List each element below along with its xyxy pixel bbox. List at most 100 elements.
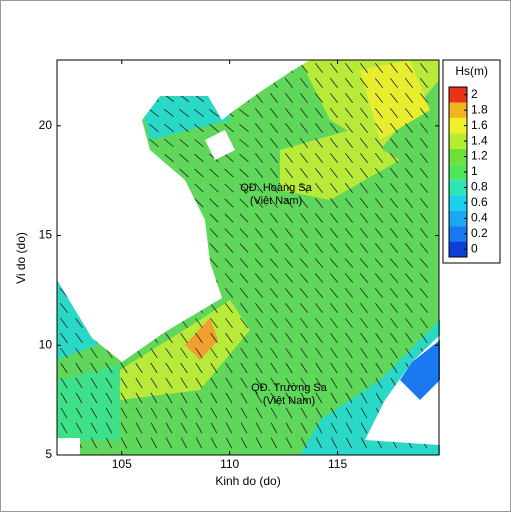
arrow — [195, 437, 203, 449]
arrow — [314, 258, 324, 268]
arrow — [344, 243, 354, 253]
arrow — [374, 168, 384, 178]
arrow — [165, 422, 173, 434]
arrow — [344, 213, 354, 223]
arrow — [209, 198, 219, 208]
arrow — [374, 183, 384, 193]
arrow — [329, 78, 339, 88]
arrow — [240, 317, 248, 329]
arrow — [314, 288, 324, 298]
arrow — [374, 123, 384, 133]
arrow — [269, 123, 279, 133]
arrow — [374, 198, 384, 208]
arrow — [180, 332, 188, 344]
arrow — [105, 407, 113, 419]
arrow — [344, 198, 354, 208]
arrow — [240, 347, 248, 359]
arrow — [299, 213, 309, 223]
arrow — [284, 168, 294, 178]
arrow — [419, 153, 429, 163]
arrow — [284, 213, 294, 223]
arrow — [404, 198, 414, 208]
arrow — [254, 228, 264, 238]
arrow — [60, 422, 68, 434]
arrow — [210, 392, 218, 404]
arrow — [224, 153, 234, 163]
arrow — [60, 317, 68, 329]
arrow — [149, 138, 159, 148]
arrow — [254, 123, 264, 133]
arrow — [284, 138, 294, 148]
arrow — [329, 213, 339, 223]
arrow — [240, 332, 248, 344]
arrow — [105, 392, 113, 404]
arrow — [179, 168, 189, 178]
arrow — [300, 377, 308, 389]
arrow — [120, 437, 128, 449]
arrow — [210, 317, 218, 329]
arrow — [225, 362, 233, 374]
colorbar-tick-label: 1 — [471, 164, 478, 178]
arrow — [314, 168, 324, 178]
arrow — [270, 362, 278, 374]
arrow — [360, 437, 368, 449]
arrow — [75, 362, 83, 374]
arrow — [269, 258, 279, 268]
arrow — [195, 347, 203, 359]
colorbar-swatch — [449, 102, 467, 118]
arrow — [165, 377, 173, 389]
arrow — [239, 168, 249, 178]
arrow — [225, 347, 233, 359]
arrow — [360, 362, 368, 374]
arrow — [390, 303, 398, 313]
arrow — [420, 332, 428, 344]
arrow — [314, 63, 324, 73]
arrow — [329, 228, 339, 238]
arrow — [270, 437, 278, 449]
colorbar-swatch — [449, 210, 467, 227]
arrow — [210, 437, 218, 449]
arrow — [75, 332, 83, 344]
arrow — [299, 183, 309, 193]
arrow — [404, 123, 414, 133]
arrow — [314, 273, 324, 283]
y-axis-label: Vi do (do) — [14, 232, 28, 284]
arrow — [225, 392, 233, 404]
arrow — [239, 153, 249, 163]
arrow — [180, 347, 188, 359]
arrow — [344, 168, 354, 178]
arrow — [284, 198, 294, 208]
arrow — [285, 303, 293, 313]
arrow — [165, 332, 173, 344]
arrow — [179, 138, 189, 148]
arrow — [329, 138, 339, 148]
arrow — [390, 362, 398, 374]
y-tick-label: 20 — [39, 118, 53, 132]
arrow — [210, 362, 218, 374]
arrow — [299, 93, 309, 103]
arrow — [255, 332, 263, 344]
arrow — [375, 303, 383, 313]
arrow — [285, 407, 293, 419]
arrow — [194, 168, 204, 178]
arrow — [225, 422, 233, 434]
arrow — [344, 93, 354, 103]
arrow — [105, 362, 113, 374]
arrow — [285, 332, 293, 344]
arrow — [345, 347, 353, 359]
arrow — [60, 303, 68, 313]
arrow — [59, 288, 69, 298]
arrow — [254, 138, 264, 148]
arrow — [240, 407, 248, 419]
arrow — [254, 243, 264, 253]
arrow — [239, 183, 249, 193]
arrow — [374, 138, 384, 148]
arrow — [344, 78, 354, 88]
arrow — [269, 168, 279, 178]
arrow — [419, 63, 429, 73]
arrow — [210, 422, 218, 434]
arrow — [255, 437, 263, 449]
arrow — [345, 437, 353, 449]
arrow — [405, 317, 413, 329]
arrow — [374, 243, 384, 253]
